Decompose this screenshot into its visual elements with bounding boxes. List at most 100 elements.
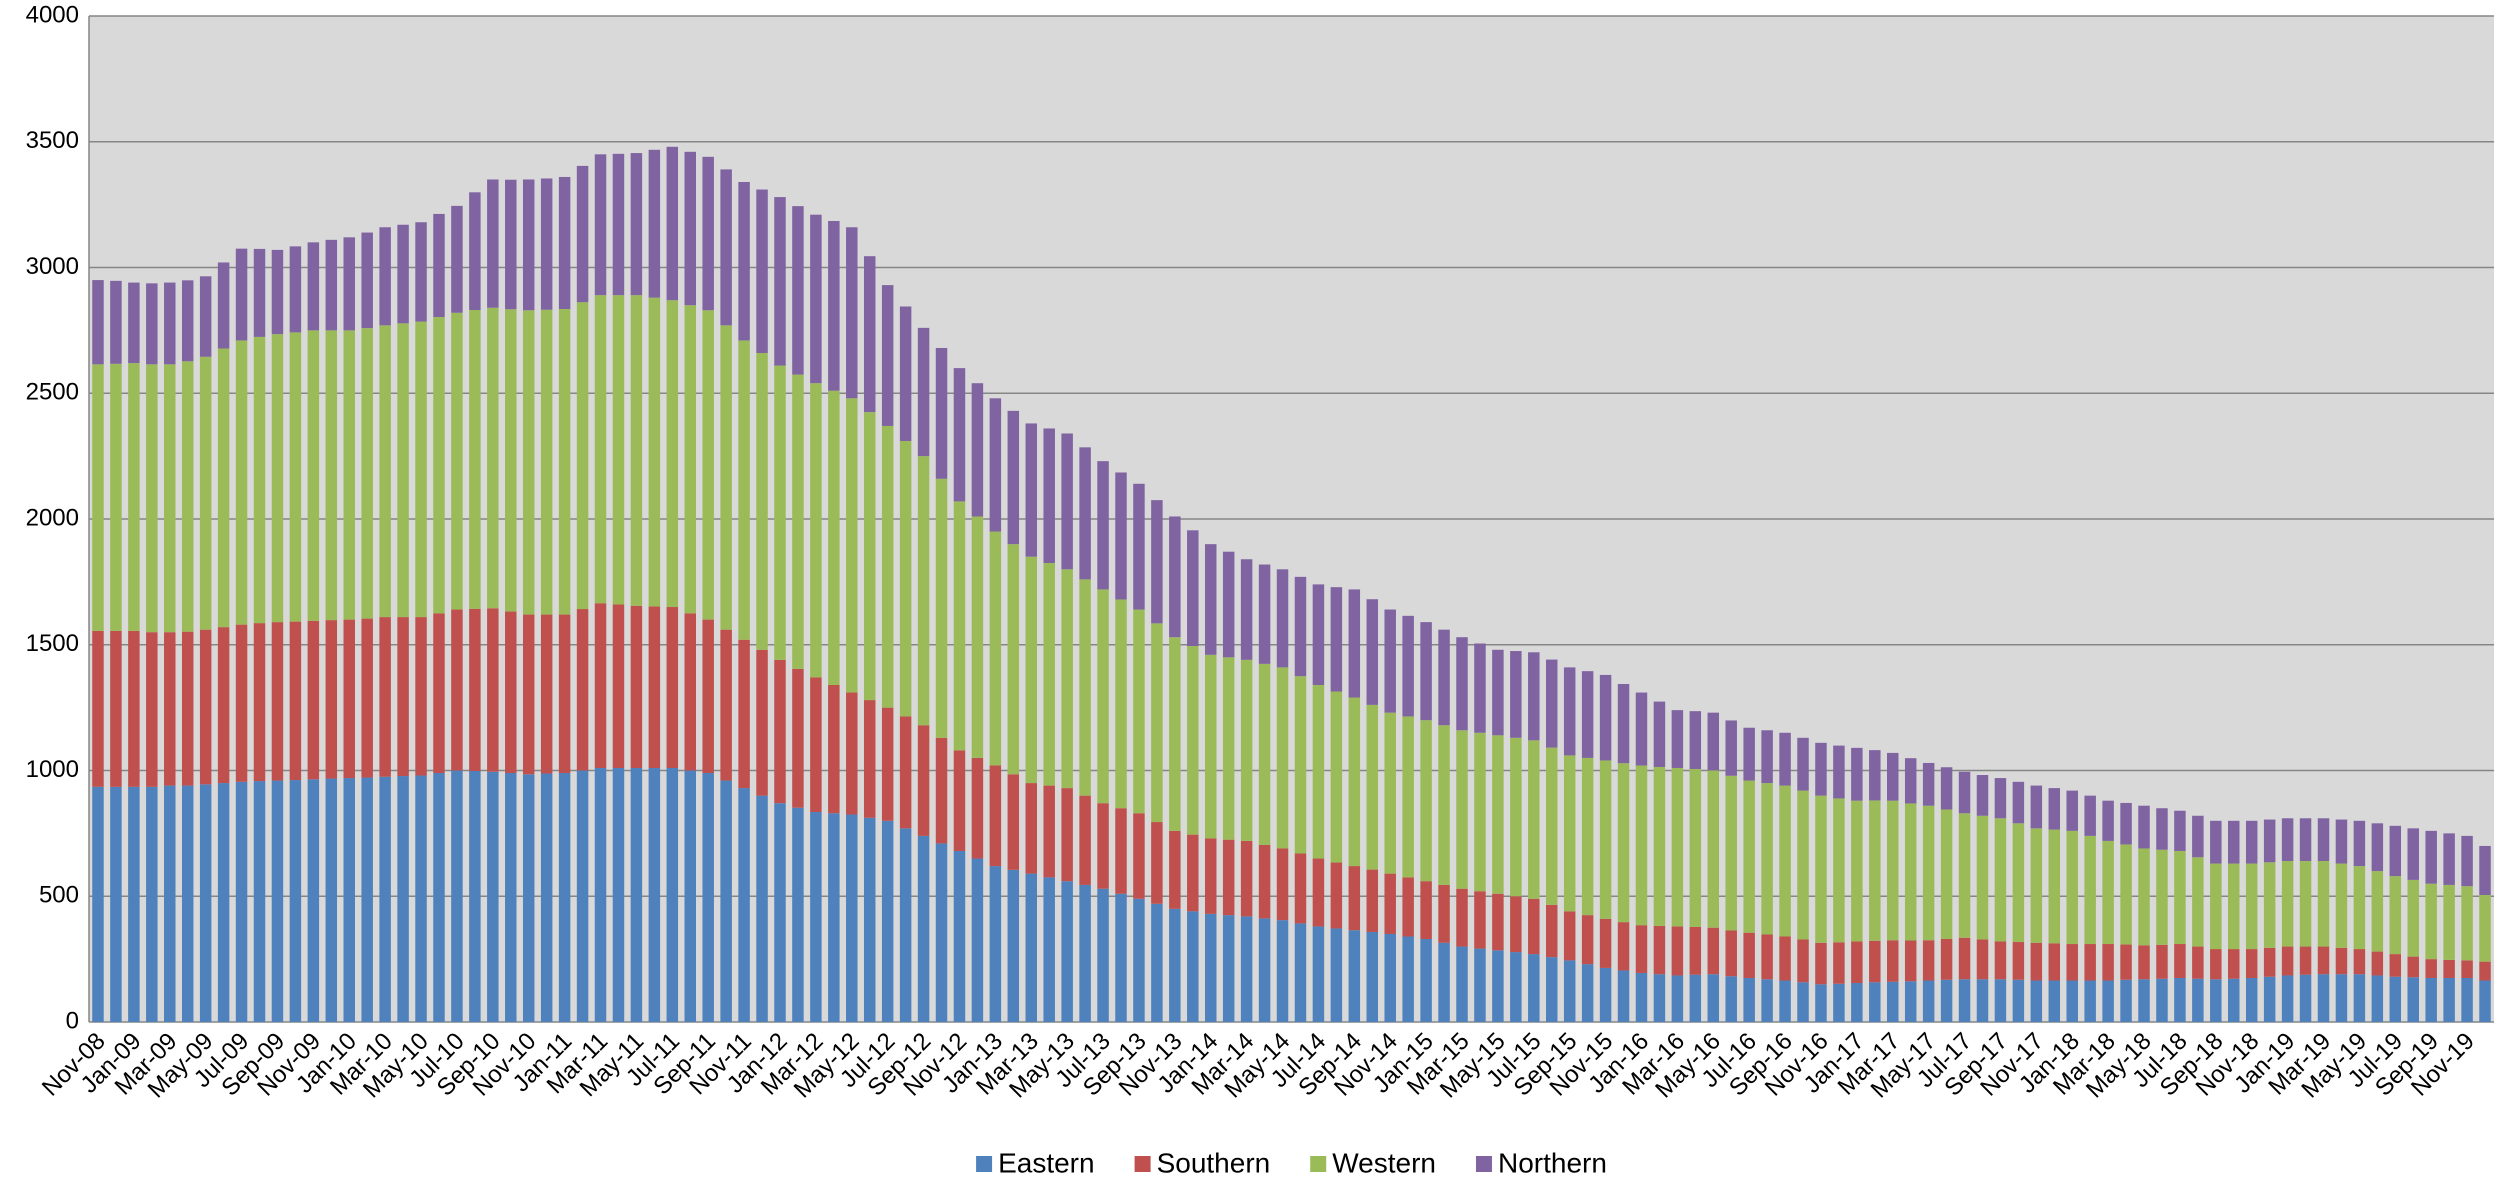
bar-segment [1007,410,1020,545]
bar-segment [738,181,750,341]
bar-segment [2156,944,2168,979]
bar-segment [1887,981,1899,1022]
bar-segment [1187,530,1199,647]
bar-segment [1079,579,1091,796]
bar-segment [1599,967,1612,1022]
bar-segment [774,197,786,366]
bar-segment [1617,922,1630,971]
bar-segment [2192,815,2204,858]
bar-segment [110,280,122,364]
bar-segment [1420,881,1432,940]
bar-segment [2156,978,2168,1022]
bar-segment [1115,808,1127,894]
bar-segment [1007,544,1020,775]
bar-segment [1079,795,1091,885]
bar-segment [343,237,355,331]
bar-segment [2120,944,2132,980]
bar-segment [1510,896,1522,953]
bar-segment [451,770,463,1022]
bar-segment [1043,785,1055,878]
bar-segment [289,780,302,1022]
bar-segment [199,629,212,785]
bar-segment [1689,974,1702,1022]
bar-segment [2479,980,2491,1022]
bar-segment [505,773,517,1022]
legend-swatch [1475,1156,1492,1172]
bar-segment [343,778,355,1022]
bar-segment [505,611,517,774]
bar-segment [810,214,822,384]
y-tick-label: 4000 [26,1,79,28]
bar-segment [1833,745,1845,799]
bar-segment [2443,977,2455,1022]
bar-segment [2461,886,2473,961]
bar-segment [1222,915,1235,1022]
bar-segment [1097,888,1109,1022]
bar-segment [971,757,984,859]
bar-segment [1330,691,1343,863]
bar-segment [1761,934,1773,980]
bar-segment [1025,423,1038,557]
bar-segment [1438,629,1450,726]
bar-segment [2102,980,2114,1022]
bar-segment [1079,884,1091,1022]
bar-segment [881,820,894,1022]
bar-segment [720,325,732,630]
bar-segment [1312,684,1325,859]
bar-segment [92,280,104,365]
bar-segment [361,618,373,778]
bar-segment [971,383,984,517]
bar-segment [1348,930,1361,1022]
bar-segment [217,262,230,349]
bar-segment [2371,871,2384,952]
bar-segment [1797,737,1809,791]
bar-segment [1348,589,1361,698]
bar-segment [989,531,1002,766]
bar-segment [1151,500,1163,624]
bar-segment [2210,820,2222,864]
bar-segment [917,725,930,836]
bar-segment [1761,979,1773,1022]
bar-segment [433,613,445,774]
bar-segment [917,327,930,457]
bar-segment [128,282,140,364]
bar-segment [128,786,140,1022]
bar-segment [1043,563,1055,786]
bar-segment [469,771,481,1022]
bar-segment [2425,977,2437,1022]
bar-segment [2120,844,2132,945]
bar-segment [1456,637,1468,731]
y-tick-label: 3000 [26,253,79,280]
bar-segment [953,368,966,502]
bar-segment [2066,790,2078,831]
bar-segment [110,630,122,787]
bar-segment [2030,828,2043,943]
bar-segment [487,771,499,1022]
bar-segment [271,622,284,781]
bar-segment [1061,433,1073,570]
bar-segment [1851,747,1863,801]
bar-segment [1420,939,1432,1022]
bar-segment [612,153,625,296]
bar-segment [738,639,750,789]
bar-segment [899,716,912,829]
bar-segment [2102,840,2114,945]
bar-segment [2299,974,2312,1022]
bar-segment [576,165,589,303]
bar-segment [738,788,750,1022]
bar-segment [1940,939,1953,980]
bar-segment [1581,915,1594,965]
bar-segment [1258,564,1271,664]
bar-segment [307,779,320,1022]
bar-segment [1240,559,1253,660]
legend-label: Eastern [998,1147,1095,1178]
bar-segment [1869,940,1881,983]
bar-segment [1294,676,1307,854]
bar-segment [1330,587,1343,692]
bar-segment [1707,927,1720,975]
bar-segment [2353,949,2366,975]
bar-segment [1222,839,1235,916]
bar-segment [1599,674,1612,761]
bar-segment [1887,940,1899,982]
bar-segment [1779,732,1791,786]
